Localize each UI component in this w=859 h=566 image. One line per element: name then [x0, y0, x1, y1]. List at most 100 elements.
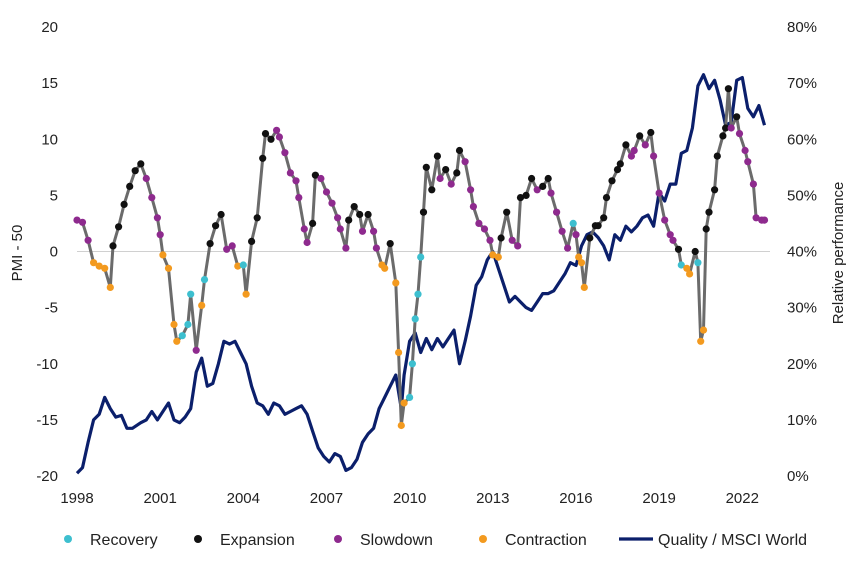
contraction-point	[580, 283, 588, 291]
contraction-point	[95, 262, 103, 270]
expansion-point	[109, 242, 117, 250]
contraction-point	[173, 337, 181, 345]
recovery-point	[414, 290, 422, 298]
right-tick-label: 20%	[787, 356, 817, 373]
slowdown-point	[84, 236, 92, 244]
slowdown-point	[553, 208, 561, 216]
contraction-point	[159, 251, 167, 259]
left-tick-label: 5	[50, 187, 58, 204]
expansion-point	[217, 210, 225, 219]
slowdown-point	[630, 146, 638, 155]
contraction-point	[242, 290, 250, 298]
slowdown-point	[467, 186, 475, 194]
expansion-point	[674, 245, 683, 253]
contraction-point	[400, 399, 408, 407]
recovery-point	[200, 276, 209, 284]
left-tick-label: 0	[50, 244, 58, 261]
expansion-point	[419, 208, 428, 216]
slowdown-point	[735, 130, 744, 138]
legend-label-quality: Quality / MSCI World	[658, 532, 807, 549]
slowdown-point	[480, 225, 489, 233]
left-tick-label: -5	[45, 300, 58, 317]
expansion-point	[733, 113, 741, 121]
expansion-point	[702, 225, 710, 233]
expansion-point	[442, 166, 450, 174]
right-axis-ticks: 80% 70% 60% 50% 40% 30% 20% 10% 0%	[787, 19, 817, 485]
pmi-phase-points	[73, 85, 769, 430]
right-axis-title: Relative performance	[830, 182, 847, 325]
contraction-point	[198, 301, 206, 309]
slowdown-point	[281, 149, 289, 157]
legend-label-contraction: Contraction	[505, 532, 587, 549]
contraction-point	[392, 279, 400, 287]
slowdown-point	[370, 227, 378, 235]
expansion-point	[248, 237, 256, 245]
expansion-point	[613, 166, 622, 174]
expansion-point	[120, 200, 128, 208]
slowdown-point	[572, 231, 580, 239]
recovery-point	[239, 261, 247, 269]
recovery-point	[411, 315, 419, 323]
pmi-line	[76, 87, 765, 427]
slowdown-point	[78, 218, 87, 226]
slowdown-point	[142, 174, 150, 183]
contraction-point	[686, 270, 694, 278]
expansion-point	[636, 132, 644, 140]
x-tick-label: 2022	[726, 490, 759, 507]
expansion-point	[608, 177, 616, 185]
left-tick-label: 20	[41, 19, 58, 36]
recovery-point	[187, 290, 195, 298]
expansion-point	[206, 240, 214, 248]
slowdown-point	[760, 216, 769, 224]
expansion-point	[455, 146, 464, 155]
x-tick-label: 2016	[559, 490, 592, 507]
contraction-point	[489, 251, 497, 259]
expansion-point	[386, 240, 394, 248]
left-tick-label: -20	[36, 468, 58, 485]
expansion-point	[345, 216, 353, 224]
legend-item-contraction: Contraction	[479, 532, 587, 549]
expansion-point	[350, 203, 358, 211]
legend-swatch-recovery	[64, 535, 72, 543]
left-tick-label: 15	[41, 75, 58, 92]
slowdown-point	[342, 244, 350, 252]
expansion-point	[422, 163, 430, 171]
left-axis-title: PMI - 50	[9, 225, 26, 282]
slowdown-point	[461, 158, 469, 166]
right-tick-label: 0%	[787, 468, 809, 485]
slowdown-point	[300, 225, 308, 233]
slowdown-point	[322, 188, 331, 196]
slowdown-point	[228, 242, 236, 250]
expansion-point	[516, 194, 525, 202]
expansion-point	[253, 214, 261, 222]
recovery-point	[408, 360, 416, 368]
contraction-point	[170, 320, 178, 329]
expansion-point	[724, 85, 733, 93]
contraction-point	[699, 326, 708, 334]
slowdown-point	[533, 186, 541, 194]
recovery-point	[569, 219, 577, 227]
slowdown-point	[475, 219, 483, 227]
expansion-point	[356, 210, 364, 219]
legend-swatch-slowdown	[334, 535, 342, 543]
expansion-point	[544, 174, 552, 183]
right-tick-label: 80%	[787, 19, 817, 36]
slowdown-point	[156, 231, 164, 239]
contraction-point	[90, 259, 98, 267]
expansion-point	[311, 171, 319, 179]
slowdown-point	[292, 177, 300, 185]
contraction-point	[101, 264, 109, 272]
slowdown-point	[669, 236, 677, 244]
expansion-point	[539, 182, 547, 190]
expansion-point	[453, 169, 461, 177]
expansion-point	[126, 182, 134, 190]
slowdown-point	[655, 189, 663, 197]
expansion-point	[719, 132, 727, 140]
contraction-point	[577, 259, 586, 267]
x-tick-label: 2004	[227, 490, 260, 507]
slowdown-point	[641, 141, 649, 149]
left-tick-label: -15	[36, 412, 58, 429]
contraction-point	[381, 264, 389, 272]
